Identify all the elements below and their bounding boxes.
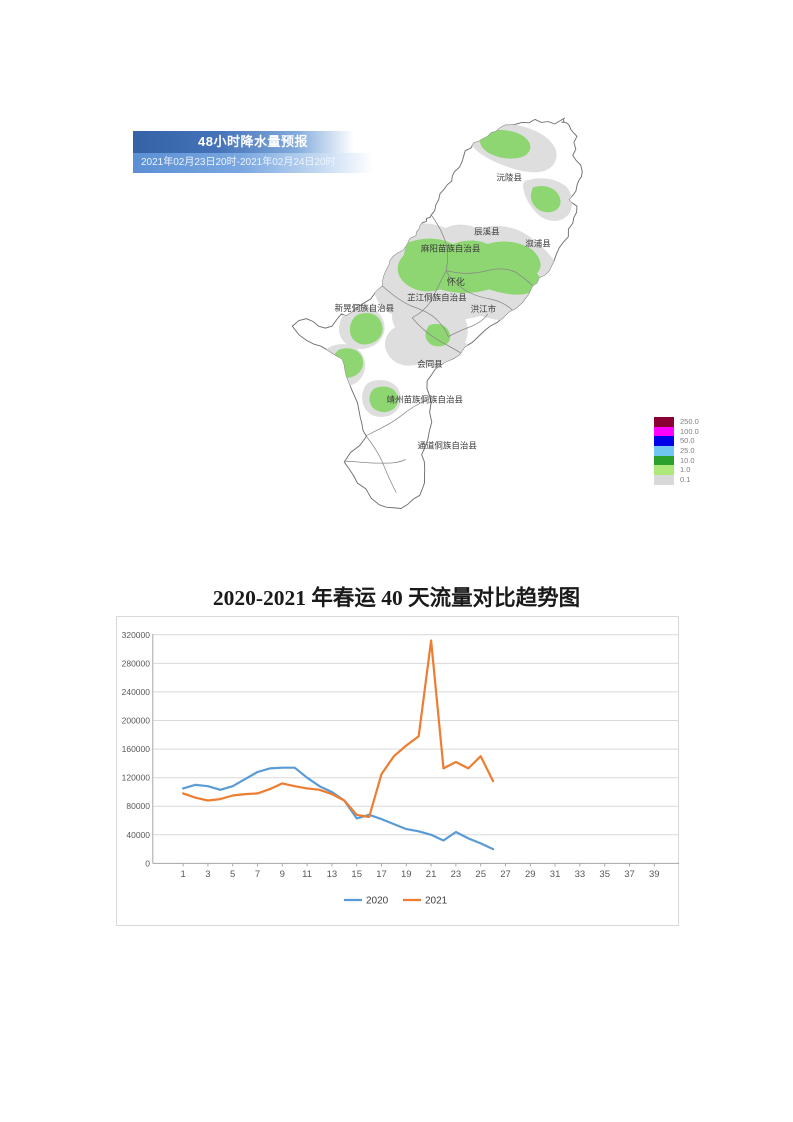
svg-text:7: 7: [255, 869, 260, 880]
svg-text:溆浦县: 溆浦县: [525, 239, 551, 249]
svg-text:会同县: 会同县: [417, 359, 443, 369]
svg-text:15: 15: [351, 869, 362, 880]
svg-text:2021: 2021: [425, 896, 448, 907]
svg-text:31: 31: [550, 869, 561, 880]
svg-text:新晃侗族自治县: 新晃侗族自治县: [335, 303, 395, 313]
svg-text:40000: 40000: [126, 830, 150, 840]
svg-text:21: 21: [426, 869, 437, 880]
svg-text:11: 11: [302, 869, 312, 880]
svg-text:5: 5: [230, 869, 235, 880]
svg-text:芷江侗族自治县: 芷江侗族自治县: [407, 293, 467, 303]
svg-text:麻阳苗族自治县: 麻阳苗族自治县: [421, 244, 481, 254]
svg-text:160000: 160000: [122, 744, 151, 754]
svg-text:洪江市: 洪江市: [471, 304, 497, 314]
svg-text:280000: 280000: [122, 658, 151, 668]
svg-text:27: 27: [500, 869, 511, 880]
svg-text:80000: 80000: [126, 801, 150, 811]
svg-text:33: 33: [575, 869, 586, 880]
svg-text:13: 13: [327, 869, 338, 880]
svg-text:240000: 240000: [122, 687, 151, 697]
svg-text:9: 9: [280, 869, 285, 880]
svg-text:17: 17: [376, 869, 387, 880]
svg-text:39: 39: [649, 869, 660, 880]
svg-text:2020: 2020: [366, 896, 389, 907]
svg-text:怀化: 怀化: [447, 276, 465, 287]
svg-text:1: 1: [180, 869, 185, 880]
svg-text:29: 29: [525, 869, 536, 880]
svg-text:120000: 120000: [122, 773, 151, 783]
svg-text:3: 3: [205, 869, 210, 880]
svg-text:23: 23: [451, 869, 462, 880]
svg-text:沅陵县: 沅陵县: [497, 172, 523, 182]
svg-text:辰溪县: 辰溪县: [474, 226, 500, 236]
svg-text:0: 0: [145, 858, 150, 868]
svg-text:320000: 320000: [122, 630, 151, 640]
svg-text:靖州苗族侗族自治县: 靖州苗族侗族自治县: [387, 395, 464, 405]
svg-text:35: 35: [599, 869, 610, 880]
svg-text:通道侗族自治县: 通道侗族自治县: [417, 441, 477, 451]
svg-text:200000: 200000: [122, 716, 151, 726]
svg-text:19: 19: [401, 869, 412, 880]
svg-text:37: 37: [624, 869, 635, 880]
svg-text:25: 25: [475, 869, 486, 880]
